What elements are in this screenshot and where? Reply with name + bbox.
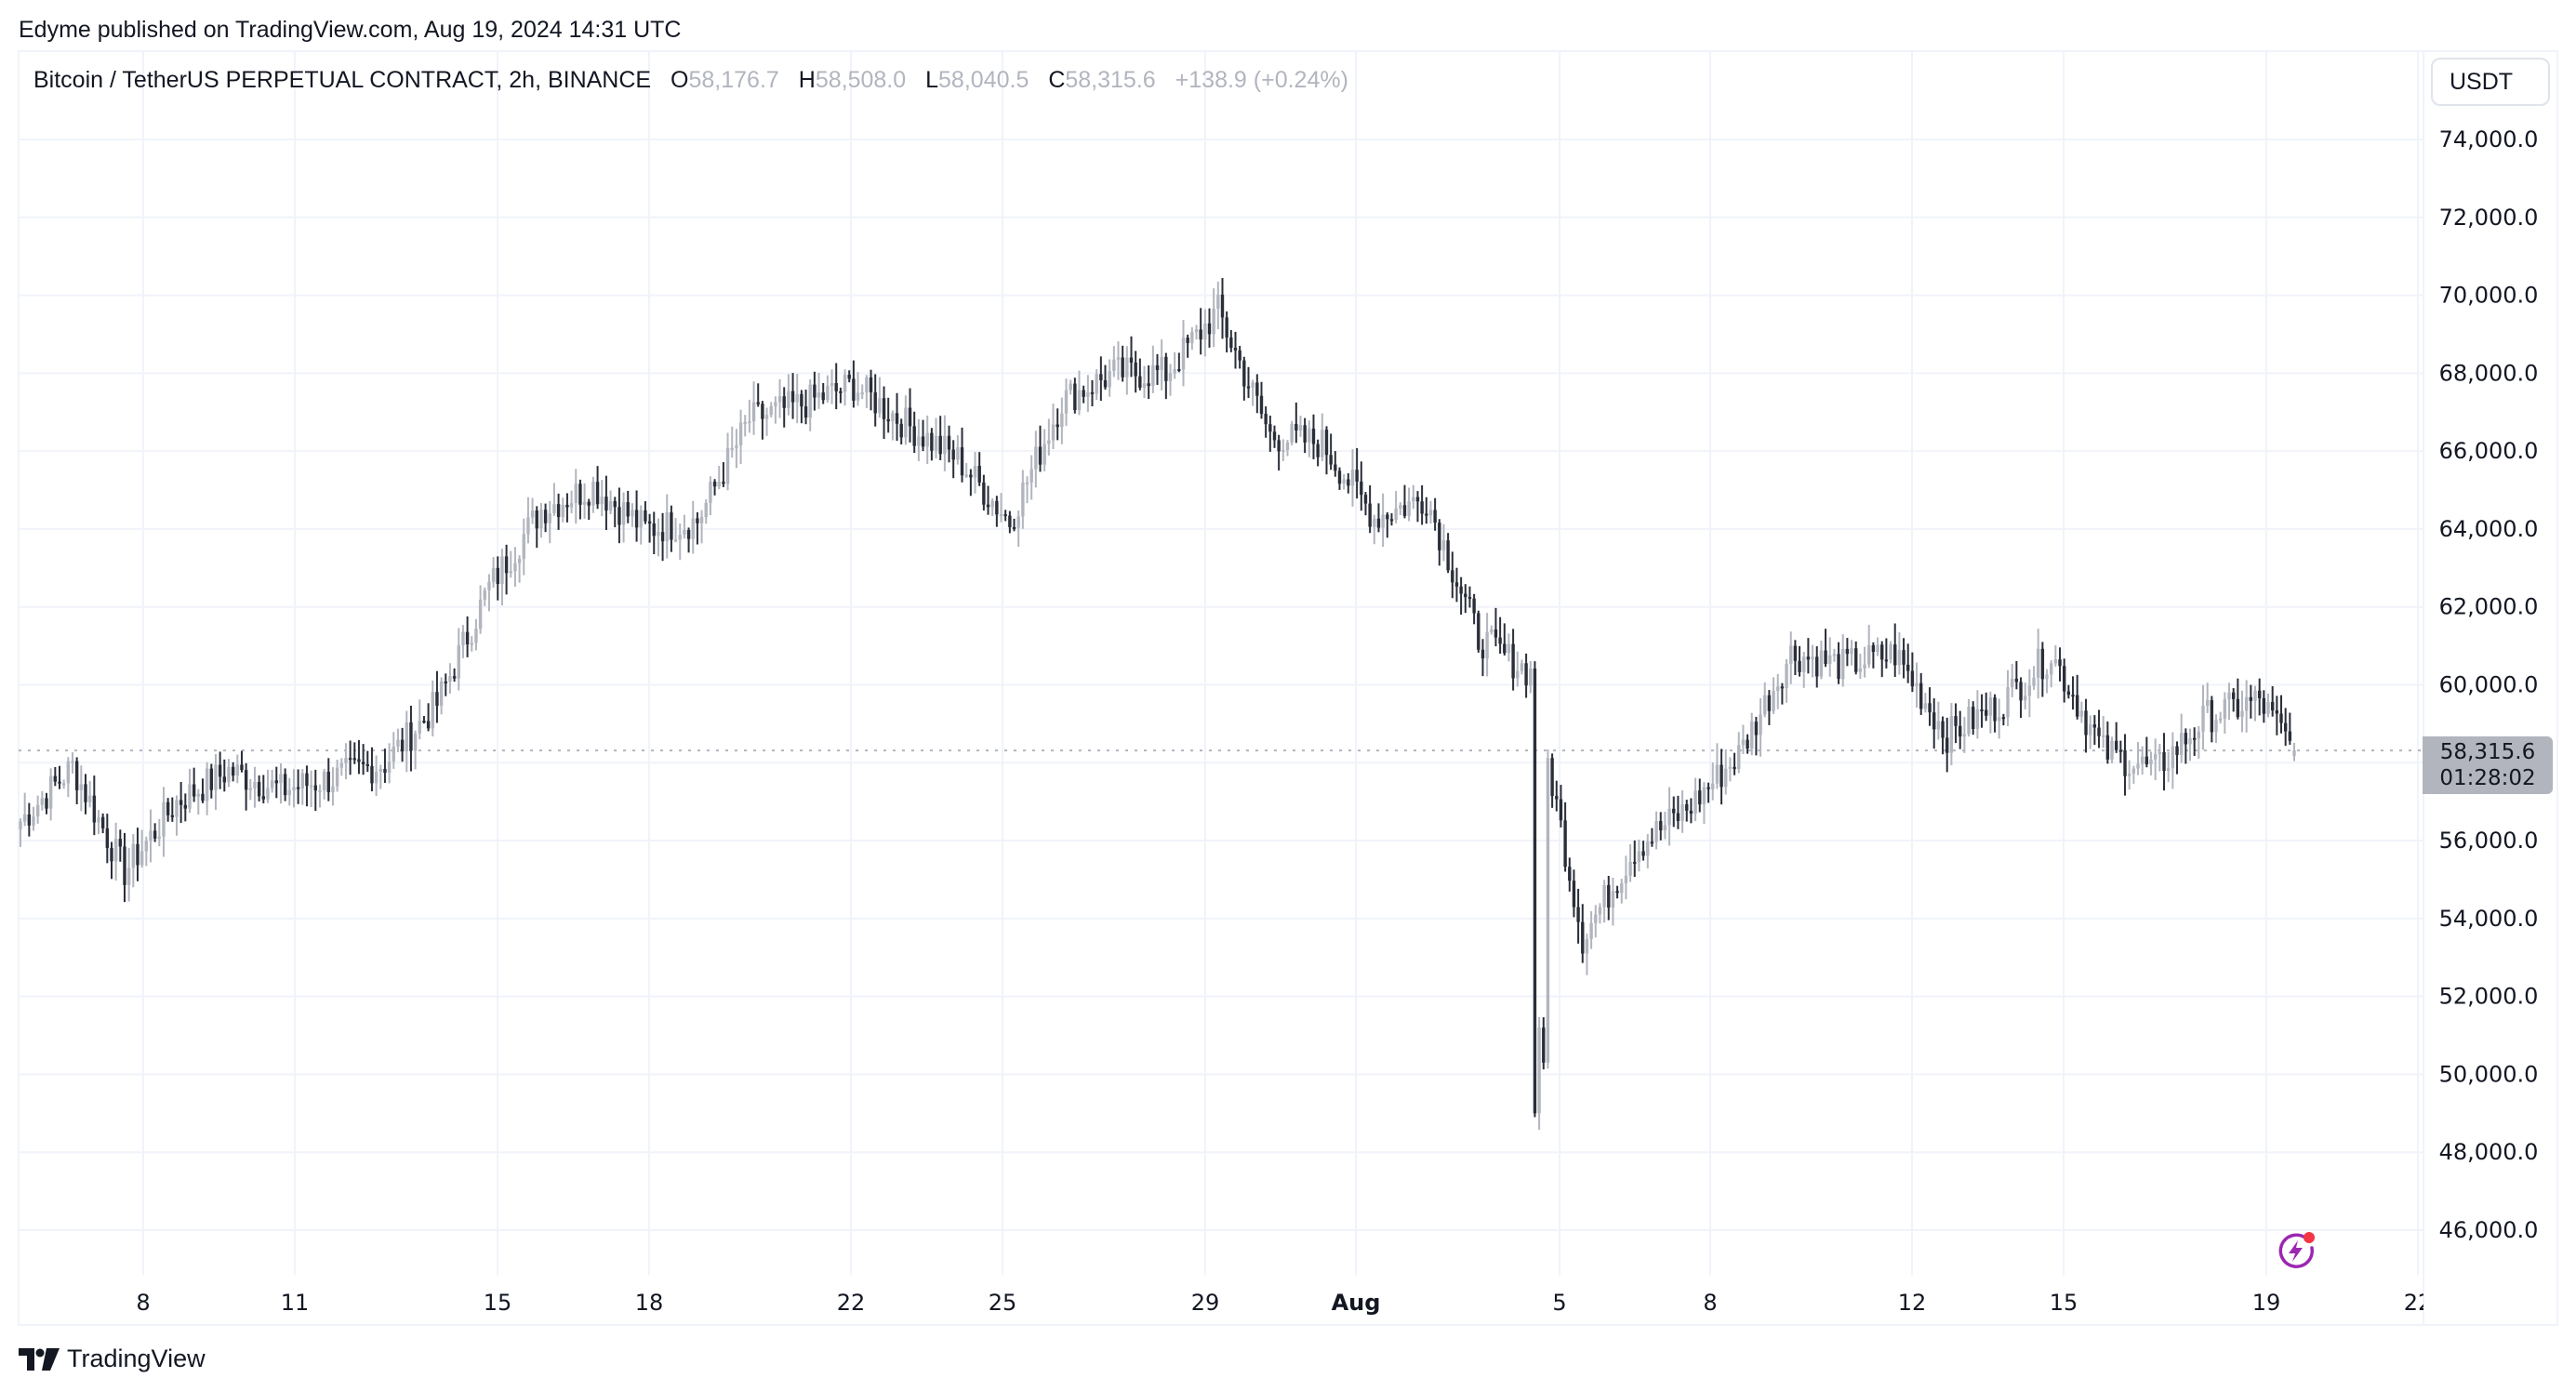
bar-countdown: 01:28:02 bbox=[2439, 766, 2536, 791]
candles bbox=[19, 277, 2296, 1131]
time-tick-label: 5 bbox=[1552, 1290, 1566, 1316]
ohlc-open: O58,176.7 bbox=[671, 67, 779, 93]
publish-info: Edyme published on TradingView.com, Aug … bbox=[19, 17, 682, 43]
brand-name: TradingView bbox=[67, 1345, 206, 1372]
last-price-tag: 58,315.6 01:28:02 bbox=[2423, 736, 2553, 795]
chart-frame bbox=[18, 50, 2558, 1326]
price-tick-label: 62,000.0 bbox=[2439, 594, 2539, 620]
time-tick-label: 19 bbox=[2252, 1290, 2281, 1316]
price-tick-label: 74,000.0 bbox=[2439, 126, 2539, 152]
price-tick-label: 48,000.0 bbox=[2439, 1139, 2539, 1165]
ohlc-close: C58,315.6 bbox=[1048, 67, 1156, 93]
grid-lines bbox=[19, 52, 2423, 1276]
ohlc-low: L58,040.5 bbox=[925, 67, 1029, 93]
time-tick-label: 8 bbox=[136, 1290, 150, 1316]
price-tick-label: 70,000.0 bbox=[2439, 283, 2539, 309]
time-tick-label: 11 bbox=[281, 1290, 310, 1316]
price-tick-label: 52,000.0 bbox=[2439, 984, 2539, 1010]
price-tick-label: 56,000.0 bbox=[2439, 828, 2539, 854]
time-tick-label: 15 bbox=[2050, 1290, 2078, 1316]
price-tick-label: 64,000.0 bbox=[2439, 516, 2539, 542]
tradingview-logo[interactable]: TradingView bbox=[19, 1345, 206, 1373]
time-tick-label: Aug bbox=[1332, 1290, 1381, 1316]
time-tick-label: 18 bbox=[635, 1290, 664, 1316]
time-axis-labels: 8 11 15 18 22 25 29 Aug 5 8 12 15 19 22 bbox=[136, 1290, 2433, 1316]
symbol-legend: Bitcoin / TetherUS PERPETUAL CONTRACT, 2… bbox=[33, 67, 1348, 94]
price-tick-label: 72,000.0 bbox=[2439, 205, 2539, 231]
lightning-bolt-icon[interactable] bbox=[2276, 1230, 2317, 1271]
ohlc-high: H58,508.0 bbox=[798, 67, 907, 93]
price-tick-label: 46,000.0 bbox=[2439, 1217, 2539, 1243]
last-price-value: 58,315.6 bbox=[2439, 740, 2536, 765]
price-tick-label: 54,000.0 bbox=[2439, 906, 2539, 932]
price-tick-label: 60,000.0 bbox=[2439, 672, 2539, 698]
time-tick-label: 22 bbox=[2404, 1290, 2433, 1316]
price-tick-label: 50,000.0 bbox=[2439, 1061, 2539, 1087]
tradingview-logo-icon bbox=[19, 1347, 60, 1371]
time-tick-label: 12 bbox=[1898, 1290, 1927, 1316]
price-tick-label: 68,000.0 bbox=[2439, 360, 2539, 386]
price-tick-label: 66,000.0 bbox=[2439, 438, 2539, 464]
time-tick-label: 8 bbox=[1703, 1290, 1717, 1316]
time-tick-label: 22 bbox=[837, 1290, 866, 1316]
ohlc-change: +138.9 (+0.24%) bbox=[1175, 67, 1348, 93]
notification-dot bbox=[2304, 1232, 2315, 1243]
time-tick-label: 15 bbox=[484, 1290, 512, 1316]
time-tick-label: 25 bbox=[989, 1290, 1017, 1316]
price-axis-labels: 74,000.0 72,000.0 70,000.0 68,000.0 66,000.0… bbox=[2439, 126, 2539, 1243]
symbol-title: Bitcoin / TetherUS PERPETUAL CONTRACT, 2… bbox=[33, 67, 652, 93]
currency-button[interactable]: USDT bbox=[2431, 58, 2550, 106]
time-tick-label: 29 bbox=[1191, 1290, 1220, 1316]
